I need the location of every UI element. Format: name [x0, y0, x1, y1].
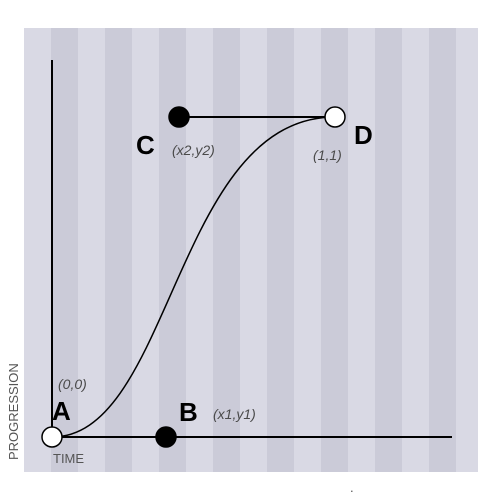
- point-b-coord: (x1,y1): [213, 406, 256, 422]
- background-stripe: [213, 28, 240, 472]
- y-axis-label: PROGRESSION: [6, 363, 21, 460]
- background-stripe: [294, 28, 321, 472]
- background-stripe: [429, 28, 456, 472]
- background-stripe: [51, 28, 78, 472]
- point-a-coord: (0,0): [58, 376, 87, 392]
- bezier-curve: [51, 116, 336, 438]
- point-a-label: A: [52, 396, 71, 426]
- footer-dot-mark: .: [350, 480, 354, 495]
- point-c-label: C: [136, 130, 155, 160]
- point-c-coord: (x2,y2): [172, 142, 215, 158]
- background-stripe: [321, 28, 348, 472]
- x-axis-label: TIME: [53, 451, 84, 466]
- background-stripe: [78, 28, 105, 472]
- background-stripe: [267, 28, 294, 472]
- point-d-label: D: [354, 120, 373, 150]
- point-b-control-handle[interactable]: [155, 426, 177, 448]
- point-b-label: B: [179, 397, 198, 427]
- background-stripe: [132, 28, 159, 472]
- background-stripe: [456, 28, 478, 472]
- background-stripe: [375, 28, 402, 472]
- background-stripe: [105, 28, 132, 472]
- background-stripe: [240, 28, 267, 472]
- background-stripe: [402, 28, 429, 472]
- background-stripe: [348, 28, 375, 472]
- background-stripe: [24, 28, 51, 472]
- point-d-open-circle[interactable]: [324, 106, 346, 128]
- point-c-control-handle[interactable]: [168, 106, 190, 128]
- background-stripe: [159, 28, 186, 472]
- point-a-open-circle[interactable]: [41, 426, 63, 448]
- point-d-coord: (1,1): [313, 147, 342, 163]
- striped-background: [24, 28, 478, 472]
